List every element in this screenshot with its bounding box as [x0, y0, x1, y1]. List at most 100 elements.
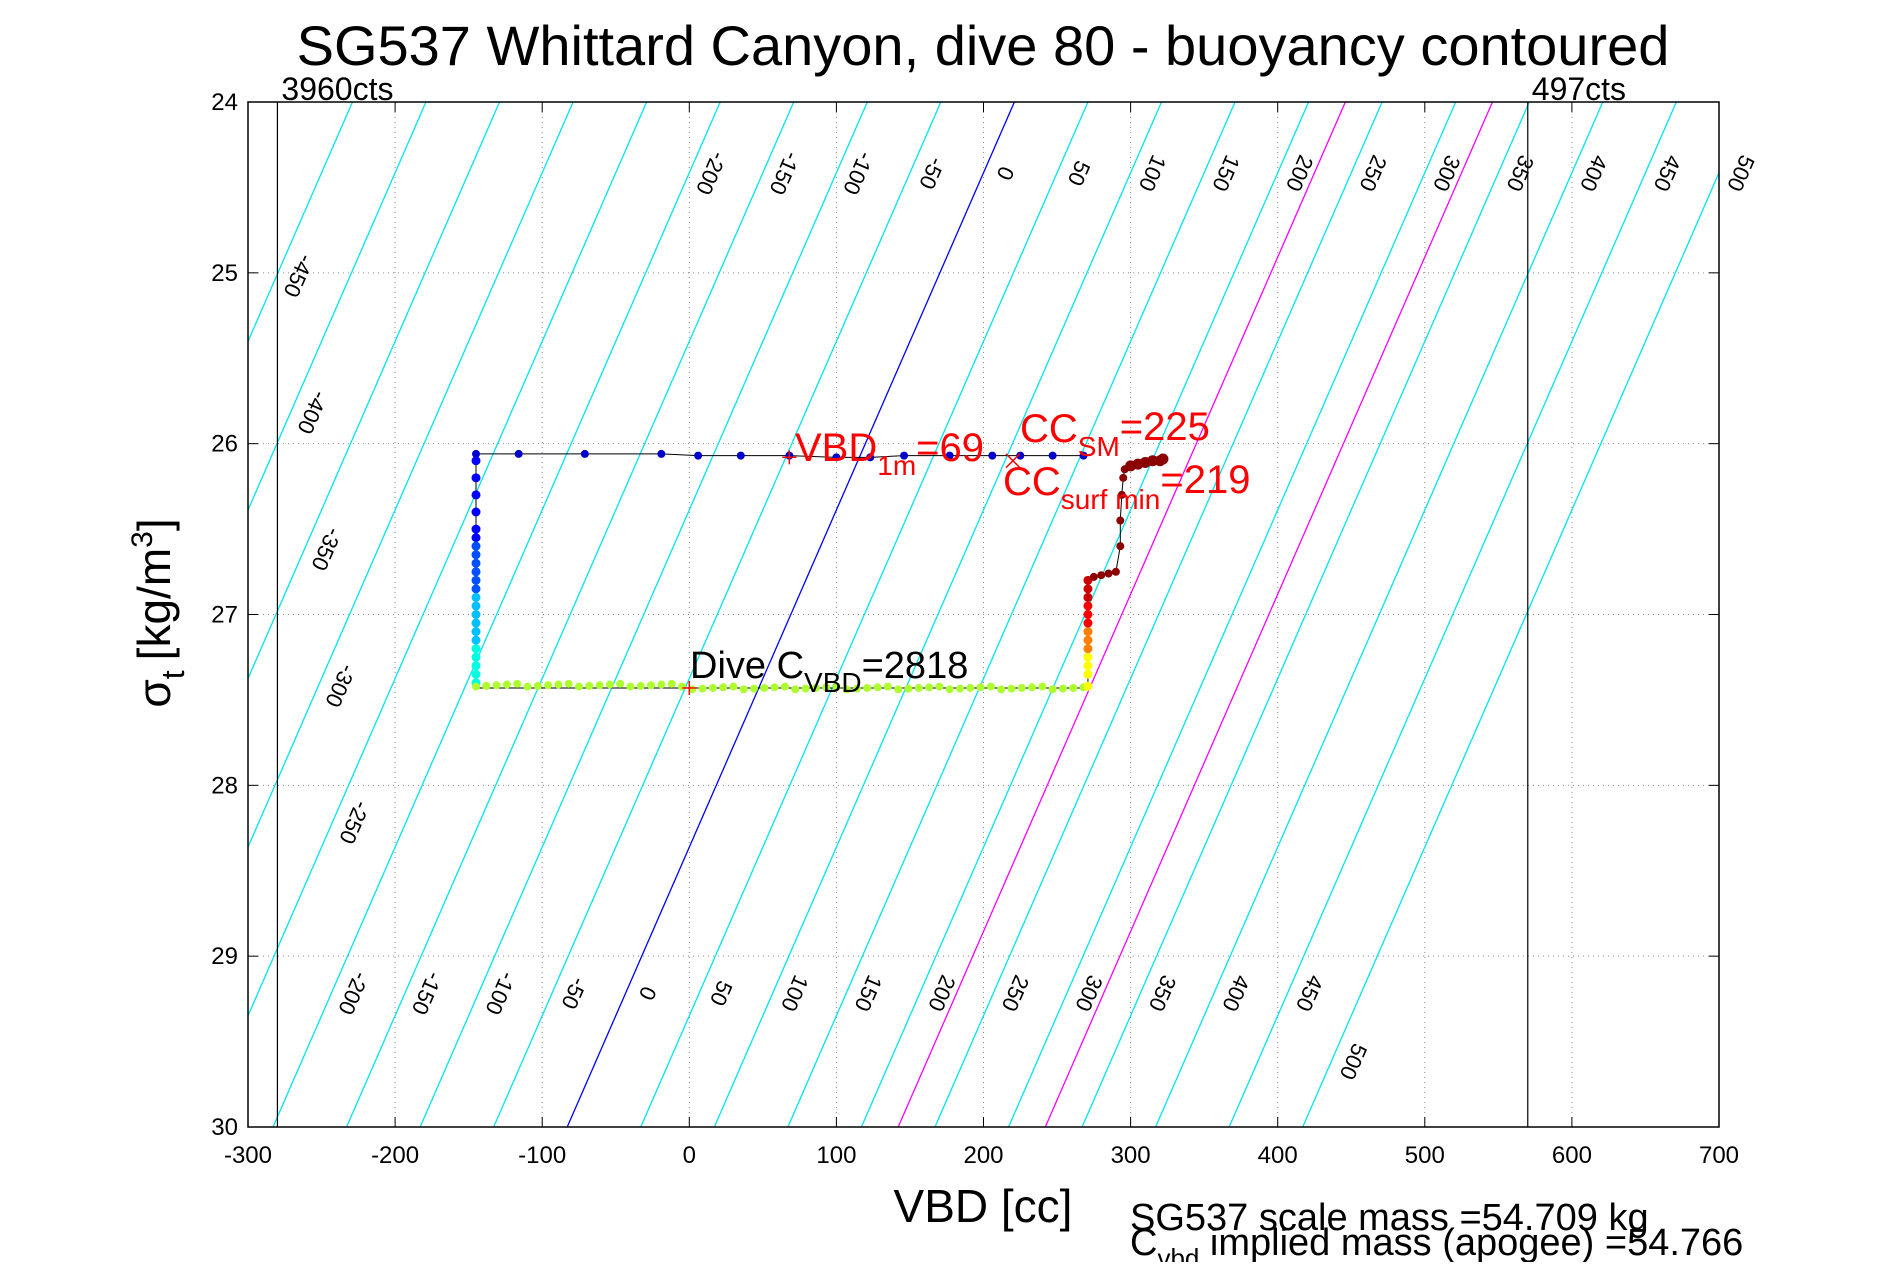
apogee-point: [894, 685, 903, 694]
cc-sm-annotation: CCSM=225: [1020, 405, 1210, 462]
buoyancy-contour-line: [1302, 171, 1719, 1127]
y-tick-label: 26: [211, 431, 238, 458]
buoyancy-contour-line: [248, 102, 427, 512]
apogee-point: [739, 685, 748, 694]
ascent-point: [1083, 635, 1093, 645]
apogee-point: [719, 683, 728, 692]
x-tick-label: 200: [963, 1142, 1003, 1169]
x-tick-label: 300: [1111, 1142, 1151, 1169]
vbd-1m-sub: 1m: [877, 450, 916, 481]
buoyancy-contour-line: [419, 102, 868, 1127]
descent-point: [471, 635, 481, 645]
dive-c-vbd-annotation: Dive CVBD=2818: [690, 645, 968, 698]
apogee-point: [523, 682, 532, 691]
x-tick-label: 100: [816, 1142, 856, 1169]
apogee-point: [1058, 684, 1067, 693]
apogee-point: [1069, 683, 1078, 692]
surface-point: [736, 451, 745, 460]
contour-label-bottom: 0: [634, 983, 662, 1004]
cc-sm-main: CC: [1020, 407, 1078, 451]
x-tick-label: 400: [1258, 1142, 1298, 1169]
descent-point: [471, 601, 481, 611]
surface-point: [988, 451, 997, 460]
apogee-point: [554, 680, 563, 689]
x-axis-label: VBD [cc]: [894, 1180, 1073, 1232]
ascent-upper-point: [1104, 569, 1113, 578]
apogee-point: [760, 683, 769, 692]
dive-c-vbd-sub: VBD: [804, 667, 862, 698]
buoyancy-contour-line: [787, 102, 1236, 1127]
x-tick-label: -300: [224, 1142, 272, 1169]
apogee-point: [925, 683, 934, 692]
descent-point: [471, 584, 481, 594]
apogee-point: [791, 685, 800, 694]
apogee-point: [729, 682, 738, 691]
y-axis-label-sub: t: [155, 670, 191, 679]
y-axis-label-unit-sup: 3: [126, 531, 159, 548]
vbd-1m-main: VBD: [795, 426, 877, 470]
contour-label-top: 450: [1649, 152, 1687, 196]
contour-label-top: -50: [914, 154, 950, 193]
apogee-point: [492, 681, 501, 690]
ascent-upper-point: [1097, 571, 1106, 580]
contour-label-top: 100: [1134, 152, 1172, 196]
apogee-point: [904, 684, 913, 693]
buoyancy-contours: [248, 102, 1719, 1127]
contour-label-bottom: 300: [1070, 972, 1108, 1016]
cc-sm-sub: SM: [1078, 431, 1120, 462]
contour-label-bottom: -50: [556, 974, 592, 1013]
apogee-point: [811, 683, 820, 692]
buoyancy-contour-line: [1044, 102, 1494, 1127]
apogee-point: [976, 683, 985, 692]
ascent-point: [1083, 661, 1093, 671]
chart-title: SG537 Whittard Canyon, dive 80 - buoyanc…: [297, 14, 1670, 77]
apogee-point: [647, 681, 656, 690]
contour-label-top: 0: [992, 163, 1020, 184]
contour-label-bottom: 500: [1335, 1040, 1373, 1084]
ascent-upper-point: [1116, 542, 1125, 551]
ascent-upper-point: [1116, 516, 1125, 525]
implied-mass-sub: vbd: [1157, 1243, 1199, 1262]
y-axis-label-unit-end: ]: [128, 518, 180, 531]
buoyancy-contour-line: [248, 102, 574, 849]
apogee-point: [955, 684, 964, 693]
contour-label-top: 50: [1063, 157, 1096, 189]
descent-point: [471, 507, 481, 517]
apogee-point: [533, 681, 542, 690]
descent-point: [471, 533, 481, 543]
contour-label-top: 500: [1722, 152, 1760, 196]
apogee-point: [780, 682, 789, 691]
surface-point: [472, 449, 481, 458]
descent-point: [471, 575, 481, 585]
marker-cc-surf-min: [1005, 453, 1021, 469]
descent-point: [471, 558, 481, 568]
dive-c-vbd-value: =2818: [862, 645, 969, 687]
apogee-point: [708, 683, 717, 692]
apogee-point: [945, 685, 954, 694]
apogee-point: [832, 682, 841, 691]
apogee-point: [750, 684, 759, 693]
apogee-point: [1048, 685, 1057, 694]
buoyancy-contour-line: [493, 102, 942, 1127]
apogee-point: [595, 681, 604, 690]
apogee-point: [842, 685, 851, 694]
descent-point: [471, 627, 481, 637]
y-axis-label-sigma: σ: [128, 679, 180, 707]
ascent-point: [1083, 627, 1093, 637]
apogee-point: [657, 680, 666, 689]
buoyancy-contour-line: [248, 102, 648, 1018]
contour-label-bottom: 50: [705, 977, 738, 1009]
contour-label-bottom: 200: [923, 972, 961, 1016]
x-tick-label: 700: [1699, 1142, 1739, 1169]
descent-point: [471, 618, 481, 628]
apogee-point: [863, 683, 872, 692]
apogee-point: [698, 684, 707, 693]
buoyancy-contour-line: [713, 102, 1163, 1127]
apogee-point: [801, 684, 810, 693]
buoyancy-contour-line: [640, 102, 1089, 1127]
apogee-point: [677, 682, 686, 691]
vbd-1m-annotation: VBD1m=69: [795, 426, 984, 481]
apogee-point: [544, 681, 553, 690]
y-axis-label-unit: [kg/m: [128, 548, 180, 660]
buoyancy-contour-line: [566, 102, 1015, 1127]
